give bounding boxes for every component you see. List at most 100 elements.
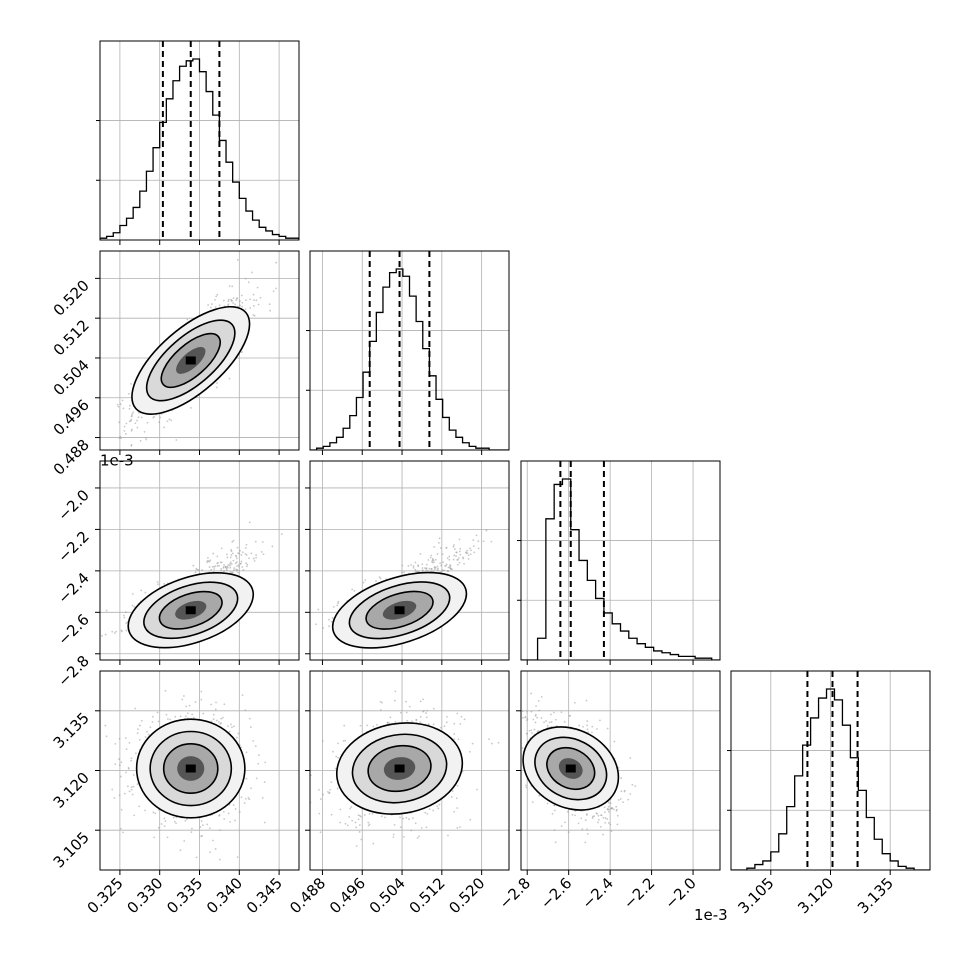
scatter-point: [206, 557, 209, 559]
scatter-point: [419, 715, 422, 718]
scatter-point: [318, 788, 320, 791]
scatter-point: [438, 537, 441, 540]
scatter-point: [344, 739, 347, 742]
scatter-point: [241, 305, 244, 308]
scatter-point: [327, 790, 329, 793]
scatter-point: [328, 625, 330, 628]
scatter-point: [358, 831, 361, 833]
scatter-point: [344, 822, 347, 825]
scatter-point: [179, 715, 182, 718]
scatter-point: [445, 721, 448, 724]
scatter-point: [428, 808, 431, 810]
scatter-point: [433, 561, 435, 564]
scatter-point: [587, 731, 590, 734]
scatter-point: [425, 563, 428, 566]
scatter-point: [615, 809, 618, 812]
scatter-point: [128, 741, 131, 744]
scatter-point: [101, 634, 103, 637]
scatter-point: [459, 553, 462, 556]
scatter-point: [430, 554, 433, 557]
scatter-point: [355, 826, 358, 829]
scatter-point: [379, 709, 382, 711]
density-peak: [185, 606, 196, 615]
scatter-point: [217, 561, 219, 564]
scatter-point: [130, 429, 133, 432]
density-peak: [185, 764, 196, 773]
scatter-point: [145, 436, 147, 439]
scatter-point: [546, 724, 549, 727]
scatter-point: [228, 285, 231, 287]
scatter-point: [172, 816, 175, 819]
scatter-point: [211, 303, 213, 305]
scatter-point: [234, 303, 237, 306]
scatter-point: [232, 539, 235, 542]
scatter-point: [228, 298, 230, 301]
density-peak: [185, 356, 196, 365]
scatter-point: [415, 570, 417, 573]
scatter-point: [244, 547, 247, 549]
scatter-point: [399, 816, 401, 819]
scatter-point: [426, 569, 429, 572]
scatter-point: [208, 827, 211, 830]
scatter-point: [223, 703, 226, 706]
scatter-point: [452, 558, 455, 561]
scatter-point: [473, 551, 476, 554]
scatter-point: [157, 826, 160, 829]
scatter-point: [229, 561, 232, 564]
scatter-point: [379, 577, 382, 580]
scatter-point: [216, 555, 219, 558]
scatter-point: [560, 825, 563, 828]
scatter-point: [229, 566, 232, 569]
scatter-point: [606, 818, 609, 820]
scatter-point: [436, 805, 439, 808]
scatter-point: [512, 730, 514, 732]
scatter-point: [337, 602, 339, 604]
scatter-point: [236, 856, 239, 858]
scatter-point: [452, 545, 455, 548]
scatter-point: [125, 422, 128, 425]
scatter-point: [214, 708, 217, 711]
scatter-point: [535, 705, 538, 707]
scatter-point: [432, 707, 435, 710]
scatter-point: [448, 558, 451, 561]
scatter-point: [275, 261, 278, 264]
scatter-point: [192, 564, 195, 567]
scatter-point: [317, 608, 320, 611]
scatter-point: [113, 632, 116, 635]
scatter-point: [405, 816, 408, 819]
scatter-point: [197, 569, 200, 571]
scatter-point: [359, 724, 362, 727]
scatter-point: [238, 811, 241, 813]
scatter-point: [202, 712, 205, 715]
scatter-point: [485, 529, 488, 532]
scatter-point: [237, 732, 240, 735]
scatter-point: [394, 721, 397, 723]
scatter-point: [419, 721, 422, 724]
scatter-point: [190, 831, 193, 834]
scatter-point: [181, 698, 184, 701]
scatter-point: [517, 786, 519, 788]
scatter-point: [121, 399, 124, 402]
scatter-point: [459, 547, 462, 550]
scatter-point: [235, 568, 238, 571]
scatter-point: [218, 814, 220, 817]
scatter-point: [165, 713, 168, 716]
scatter-point: [432, 809, 435, 812]
scatter-point: [247, 797, 250, 799]
scatter-point: [200, 690, 203, 693]
scatter-point: [264, 761, 267, 764]
scatter-point: [231, 571, 234, 574]
scatter-point: [244, 709, 247, 712]
scatter-point: [217, 721, 220, 723]
scatter-point: [153, 415, 156, 418]
scatter-point: [240, 554, 243, 556]
scatter-point: [591, 725, 594, 728]
scatter-point: [339, 808, 342, 811]
scatter-point: [140, 719, 143, 722]
scatter-point: [433, 546, 436, 548]
scatter-point: [123, 616, 126, 619]
scatter-point: [248, 717, 251, 720]
scatter-point: [230, 548, 233, 551]
scatter-point: [132, 785, 135, 788]
scatter-point: [220, 567, 223, 570]
